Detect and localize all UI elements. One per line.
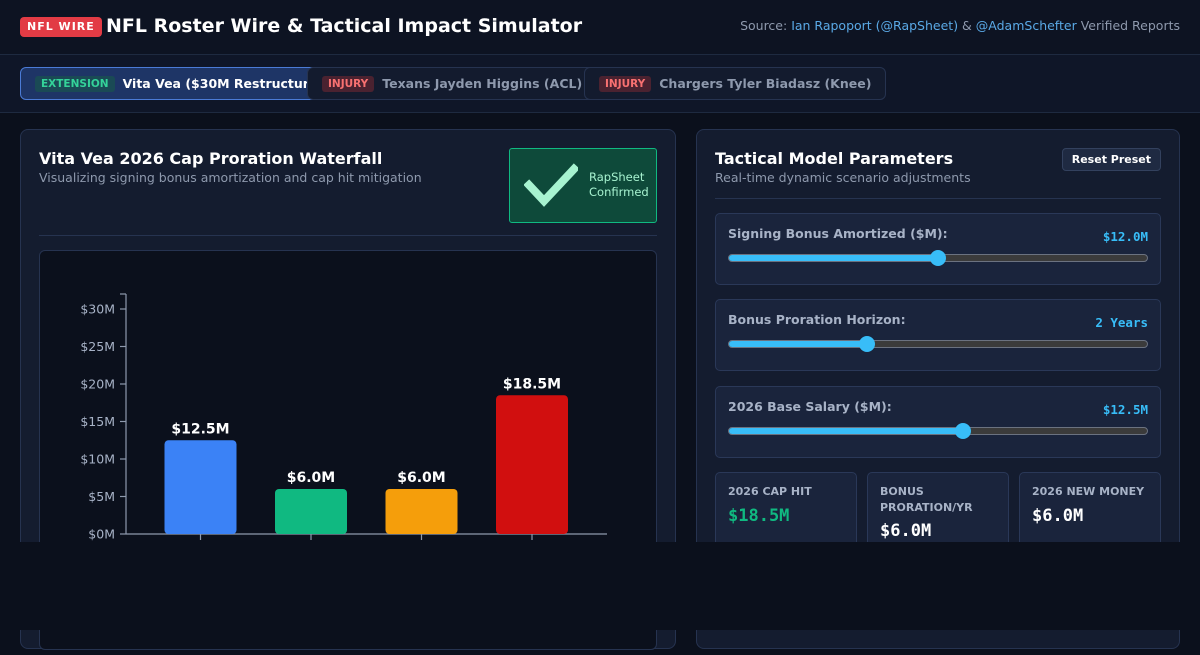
y-tick-label: $10M xyxy=(80,452,115,467)
bar xyxy=(496,395,568,534)
bar xyxy=(275,489,347,534)
source-suffix: Verified Reports xyxy=(1076,18,1180,33)
source-link-rapoport[interactable]: Ian Rapoport (@RapSheet) xyxy=(791,18,959,33)
stat-value: $6.0M xyxy=(1032,506,1084,526)
param-base-salary: 2026 Base Salary ($M): $12.5M xyxy=(715,386,1161,458)
params-panel-title: Tactical Model Parameters xyxy=(715,149,954,168)
reset-preset-button[interactable]: Reset Preset xyxy=(1061,148,1161,171)
divider xyxy=(39,235,657,236)
extension-tag: EXTENSION xyxy=(35,75,115,92)
cap-waterfall-chart: $0M $5M $10M $15M $20M $25M $30M $12.5M $6.0M $6.… xyxy=(80,293,607,542)
param-label: Signing Bonus Amortized ($M): xyxy=(728,226,948,241)
page-background xyxy=(0,542,1200,630)
source-amp: & xyxy=(958,18,976,33)
tab-label: Texans Jayden Higgins (ACL) xyxy=(382,76,583,91)
bar xyxy=(164,440,237,534)
slider-fill xyxy=(729,255,938,261)
param-signing-bonus: Signing Bonus Amortized ($M): $12.0M xyxy=(715,213,1161,285)
proration-horizon-slider[interactable] xyxy=(728,336,1148,352)
confirm-line-1: RapSheet xyxy=(589,170,645,184)
params-panel-subtitle: Real-time dynamic scenario adjustments xyxy=(715,170,971,185)
source-prefix: Source: xyxy=(740,18,792,33)
bar xyxy=(385,489,458,534)
param-value: $12.5M xyxy=(1102,402,1148,417)
y-tick-label: $20M xyxy=(80,377,115,392)
bar-data-label: $6.0M xyxy=(287,470,335,486)
param-value: 2 Years xyxy=(1095,315,1148,330)
injury-tag: INJURY xyxy=(599,75,652,92)
stat-cap-hit: 2026 CAP HIT $18.5M xyxy=(715,472,857,552)
signing-bonus-slider[interactable] xyxy=(728,250,1148,266)
y-tick-label: $0M xyxy=(88,527,115,542)
stat-value: $6.0M xyxy=(880,521,932,541)
bar-data-label: $6.0M xyxy=(397,470,445,486)
stat-value: $18.5M xyxy=(728,506,790,526)
y-tick-label: $30M xyxy=(80,302,115,317)
bar-data-label: $18.5M xyxy=(503,376,561,392)
y-tick-label: $15M xyxy=(80,414,115,429)
tab-label: Vita Vea ($30M Restructure) xyxy=(122,76,324,91)
slider-thumb[interactable] xyxy=(955,423,972,439)
stat-label: BONUS PRORATION/YR xyxy=(880,485,973,514)
tab-label: Chargers Tyler Biadasz (Knee) xyxy=(659,76,872,91)
source-attribution: Source: Ian Rapoport (@RapSheet) & @Adam… xyxy=(740,18,1180,33)
rapsheet-confirmed-badge: RapSheet Confirmed xyxy=(509,148,657,223)
param-label: 2026 Base Salary ($M): xyxy=(728,399,892,414)
stat-new-money: 2026 NEW MONEY $6.0M xyxy=(1019,472,1161,552)
stat-label: 2026 CAP HIT xyxy=(728,485,812,498)
param-value: $12.0M xyxy=(1102,229,1148,244)
slider-thumb[interactable] xyxy=(858,336,875,352)
injury-tag: INJURY xyxy=(322,75,375,92)
bar-data-label: $12.5M xyxy=(171,421,229,437)
slider-thumb[interactable] xyxy=(930,250,946,266)
confirm-line-2: Confirmed xyxy=(589,185,649,199)
app-title: NFL Roster Wire & Tactical Impact Simula… xyxy=(106,15,583,37)
top-header: NFL WIRE NFL Roster Wire & Tactical Impa… xyxy=(0,0,1200,55)
param-label: Bonus Proration Horizon: xyxy=(728,312,906,327)
slider-fill xyxy=(729,341,867,347)
base-salary-slider[interactable] xyxy=(728,423,1148,439)
tab-biadasz-injury[interactable]: INJURY Chargers Tyler Biadasz (Knee) xyxy=(584,67,887,100)
stat-bonus-proration: BONUS PRORATION/YR $6.0M xyxy=(867,472,1009,552)
slider-fill xyxy=(729,428,964,434)
nfl-wire-badge: NFL WIRE xyxy=(20,17,102,37)
param-proration-horizon: Bonus Proration Horizon: 2 Years xyxy=(715,299,1161,371)
divider xyxy=(715,198,1161,199)
confirm-text: RapSheet Confirmed xyxy=(589,170,649,200)
y-tick-label: $25M xyxy=(80,339,115,354)
chart-panel-title: Vita Vea 2026 Cap Proration Waterfall xyxy=(39,149,383,168)
chart-panel-subtitle: Visualizing signing bonus amortization a… xyxy=(39,170,422,185)
source-link-schefter[interactable]: @AdamSchefter xyxy=(975,18,1077,33)
news-tabs-bar: EXTENSION Vita Vea ($30M Restructure) IN… xyxy=(0,55,1200,113)
tab-higgins-injury[interactable]: INJURY Texans Jayden Higgins (ACL) xyxy=(307,67,598,100)
stat-label: 2026 NEW MONEY xyxy=(1032,485,1145,498)
tab-vita-vea-extension[interactable]: EXTENSION Vita Vea ($30M Restructure) xyxy=(20,67,339,100)
checkmark-icon xyxy=(524,163,578,207)
y-tick-label: $5M xyxy=(88,489,115,504)
